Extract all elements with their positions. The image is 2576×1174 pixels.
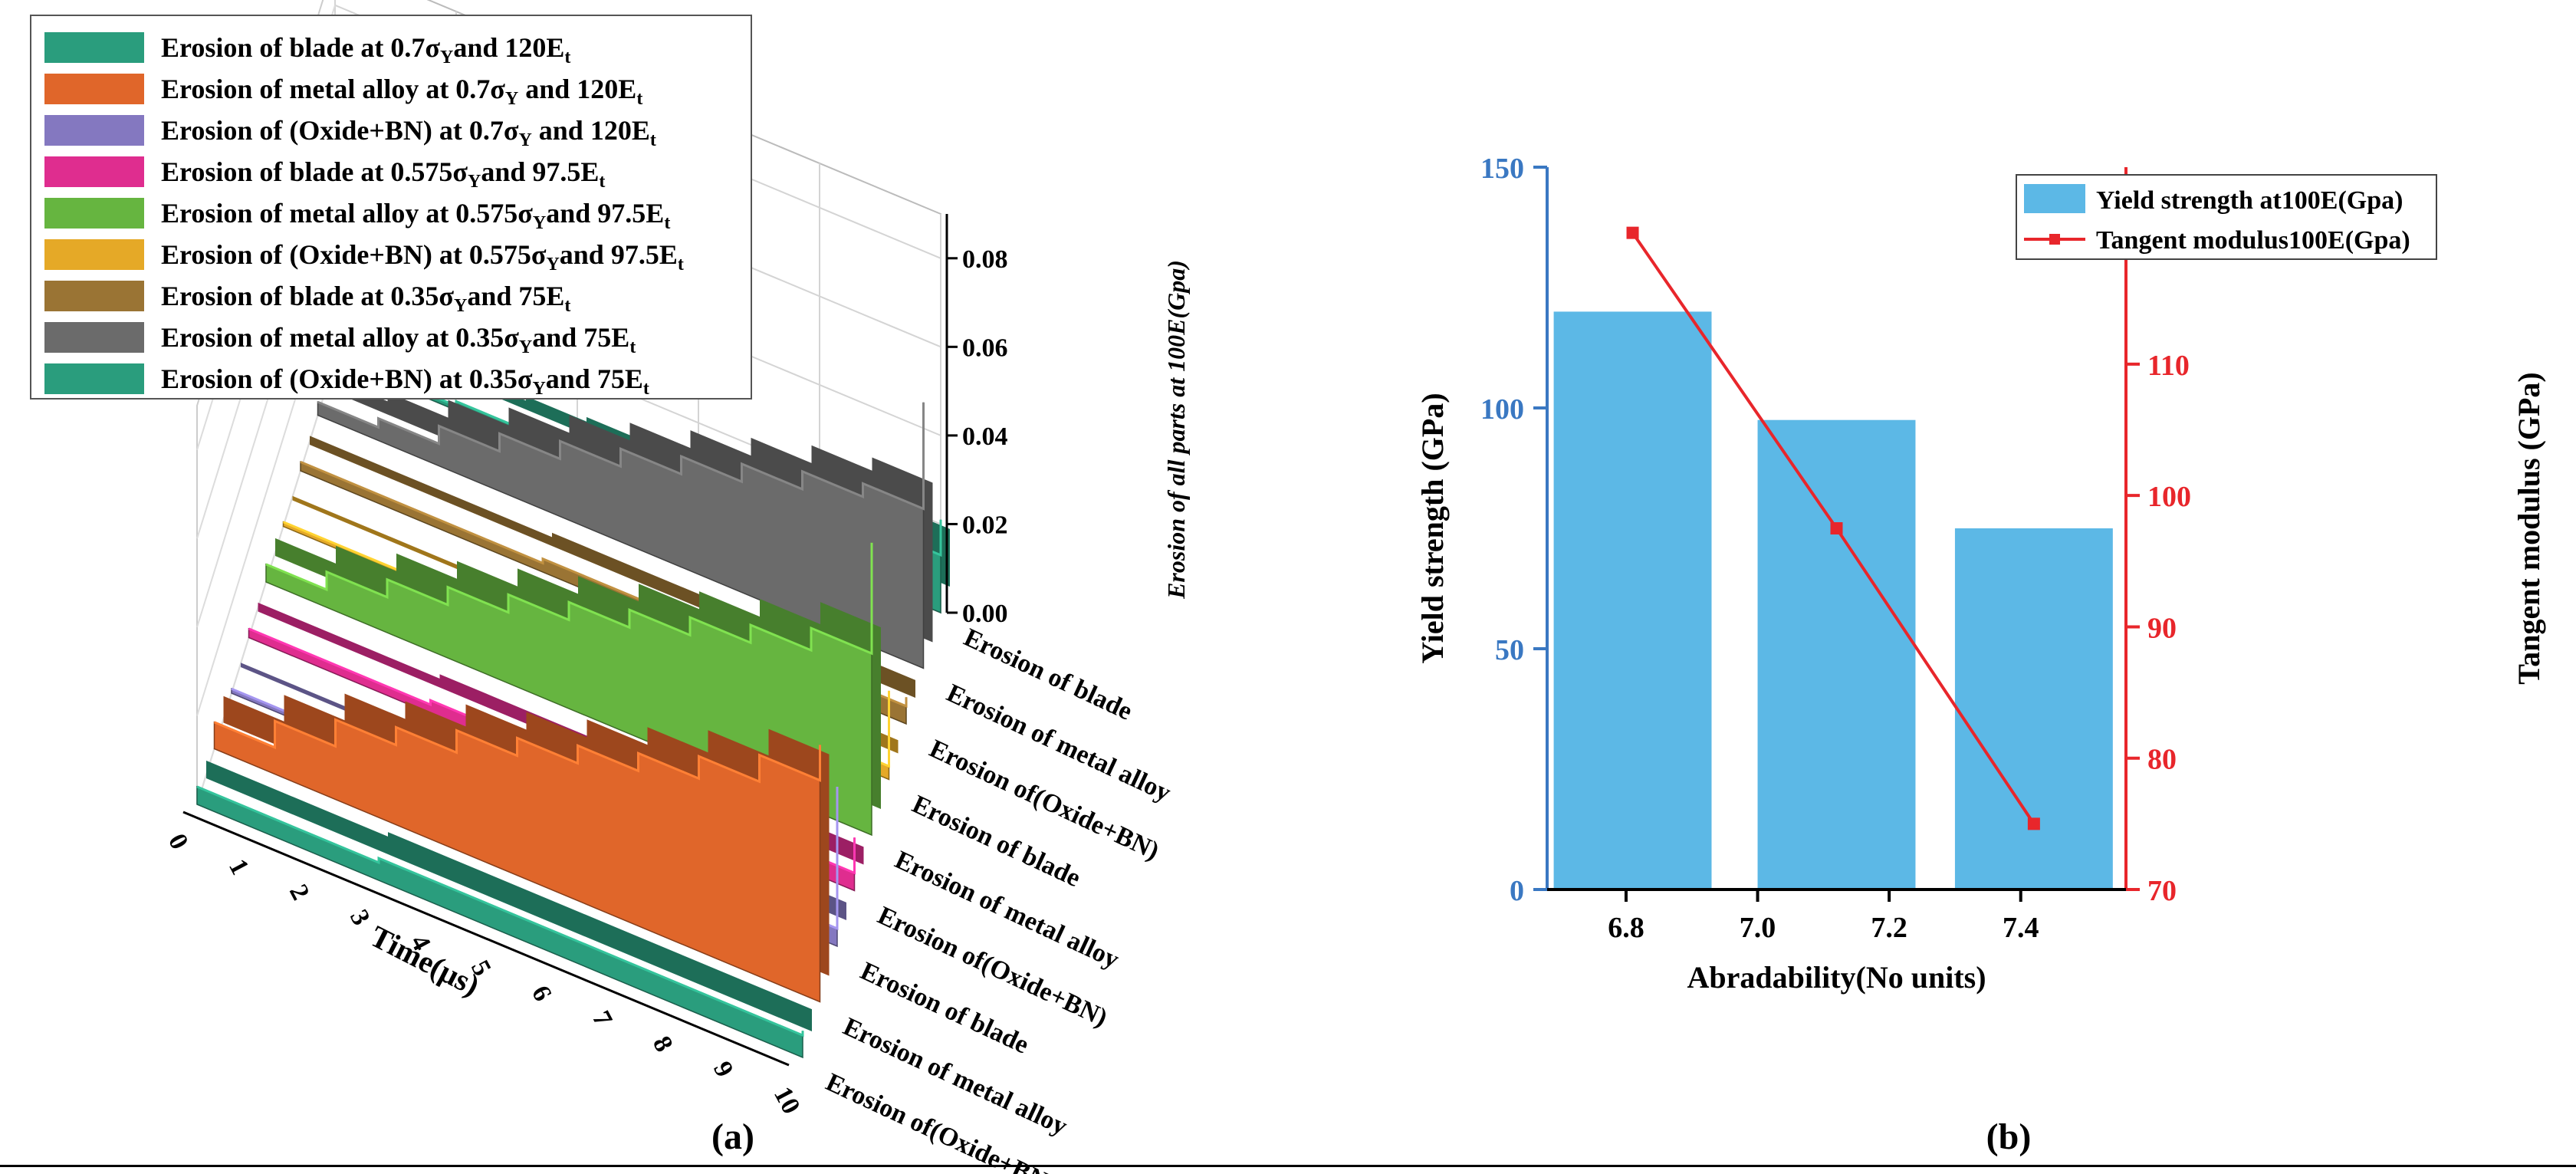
left-axis-label: Yield strength (GPa)	[1415, 393, 1450, 663]
z-tick-label: 0.02	[962, 511, 1008, 539]
legend-swatch	[44, 198, 144, 229]
legend-swatch	[44, 363, 144, 394]
panel-b-bar-line-chart: 0501001507080901001101206.87.07.27.4Abra…	[1415, 153, 2546, 995]
z-tick-label: 0.04	[962, 423, 1008, 451]
series-category-label: Erosion of metal alloy	[891, 846, 1124, 975]
legend-label-bar: Yield strength at100E(Gpa)	[2096, 186, 2403, 215]
x-tick-label: 6.8	[1608, 912, 1644, 944]
legend-swatch	[44, 32, 144, 63]
line-marker	[1830, 522, 1843, 534]
time-tick-label: 0	[163, 829, 194, 853]
right-tick-label: 70	[2147, 875, 2177, 907]
time-tick-label: 3	[344, 905, 376, 929]
legend-label-line: Tangent modulus100E(Gpa)	[2096, 226, 2410, 255]
bottom-rule	[0, 1165, 2576, 1167]
bar-yield-strength	[1757, 419, 1916, 890]
legend-swatch	[44, 281, 144, 311]
x-tick-label: 7.0	[1740, 912, 1776, 944]
time-tick-label: 2	[284, 880, 315, 904]
caption-b: (b)	[1986, 1116, 2032, 1157]
series-category-label: Erosion of(Oxide+BN)	[873, 901, 1112, 1032]
legend-swatch	[44, 156, 144, 187]
bar-yield-strength	[1553, 311, 1712, 890]
legend-entry-label: Erosion of (Oxide+BN) at 0.7σY and 120Et	[161, 115, 656, 150]
legend-entry-label: Erosion of metal alloy at 0.35σYand 75Et	[161, 322, 636, 357]
line-marker	[1626, 226, 1639, 239]
area-top-edge-8	[317, 400, 925, 511]
area-depth-1	[206, 760, 812, 1031]
left-tick-label: 150	[1480, 153, 1524, 185]
area-top-edge-5	[265, 542, 873, 656]
legend-swatch	[44, 322, 144, 353]
time-axis-line	[182, 811, 790, 1067]
x-tick-label: 7.2	[1871, 912, 1907, 944]
x-axis-label: Abradability(No units)	[1687, 960, 1986, 995]
panel-b-line-series	[1626, 226, 2040, 830]
legend-entry-label: Erosion of blade at 0.7σYand 120Et	[161, 32, 570, 67]
panel-a-3d-chart: 012345678910Time(μs)0.000.020.040.060.08…	[30, 0, 1190, 1174]
panel-a-legend: Erosion of blade at 0.7σYand 120Et Erosio…	[30, 15, 752, 400]
legend-swatch	[44, 239, 144, 270]
line-marker	[2027, 817, 2040, 830]
legend-entry-label: Erosion of (Oxide+BN) at 0.35σYand 75Et	[161, 363, 649, 399]
panel-a-series-areas	[196, 329, 950, 1059]
legend-entry-label: Erosion of metal alloy at 0.7σY and 120E…	[161, 74, 642, 109]
time-tick-label: 6	[526, 981, 557, 1005]
time-tick-label: 10	[768, 1082, 806, 1118]
legend-entry-label: Erosion of (Oxide+BN) at 0.575σYand 97.5…	[161, 239, 684, 275]
right-tick-label: 80	[2147, 744, 2177, 776]
left-tick-label: 0	[1510, 875, 1524, 907]
legend-entry-label: Erosion of blade at 0.35σYand 75Et	[161, 281, 570, 316]
right-tick-label: 100	[2147, 481, 2191, 513]
z-tick-label: 0.06	[962, 334, 1008, 362]
z-tick-label: 0.00	[962, 600, 1008, 628]
series-category-label: Erosion of(Oxide+BN)	[925, 735, 1164, 866]
legend-entry-label: Erosion of metal alloy at 0.575σYand 97.…	[161, 198, 670, 233]
legend-box	[30, 15, 752, 400]
time-tick-label: 9	[708, 1057, 739, 1081]
z-tick-label: 0.08	[962, 245, 1008, 274]
time-tick-label: 1	[223, 854, 255, 879]
series-category-label: Erosion of metal alloy	[839, 1012, 1072, 1141]
right-axis-label: Tangent modulus (GPa)	[2512, 372, 2546, 685]
right-tick-label: 110	[2147, 350, 2190, 382]
x-tick-label: 7.4	[2003, 912, 2039, 944]
time-tick-label: 7	[586, 1006, 618, 1031]
legend-entry-label: Erosion of blade at 0.575σYand 97.5Et	[161, 156, 605, 192]
left-tick-label: 100	[1480, 393, 1524, 426]
caption-a: (a)	[711, 1116, 754, 1157]
legend-swatch-bar	[2024, 184, 2085, 213]
z-axis-label: Erosion of all parts at 100E(Gpa)	[1162, 260, 1190, 600]
time-tick-label: 8	[647, 1031, 678, 1056]
legend-swatch	[44, 115, 144, 146]
series-category-label: Erosion of metal alloy	[942, 679, 1175, 807]
panel-b-legend: Yield strength at100E(Gpa) Tangent modulu…	[2016, 174, 2437, 260]
area-top-edge-2	[213, 718, 821, 784]
panel-b-axes: 0501001507080901001101206.87.07.27.4Abra…	[1415, 153, 2546, 995]
area-top-edge-1	[196, 785, 804, 1038]
panel-b-bars	[1553, 311, 2113, 890]
legend-box	[2016, 174, 2437, 260]
left-tick-label: 50	[1495, 634, 1524, 666]
right-tick-label: 90	[2147, 612, 2177, 644]
legend-swatch-marker	[2049, 234, 2060, 245]
legend-swatch	[44, 74, 144, 104]
bar-yield-strength	[1954, 528, 2113, 890]
